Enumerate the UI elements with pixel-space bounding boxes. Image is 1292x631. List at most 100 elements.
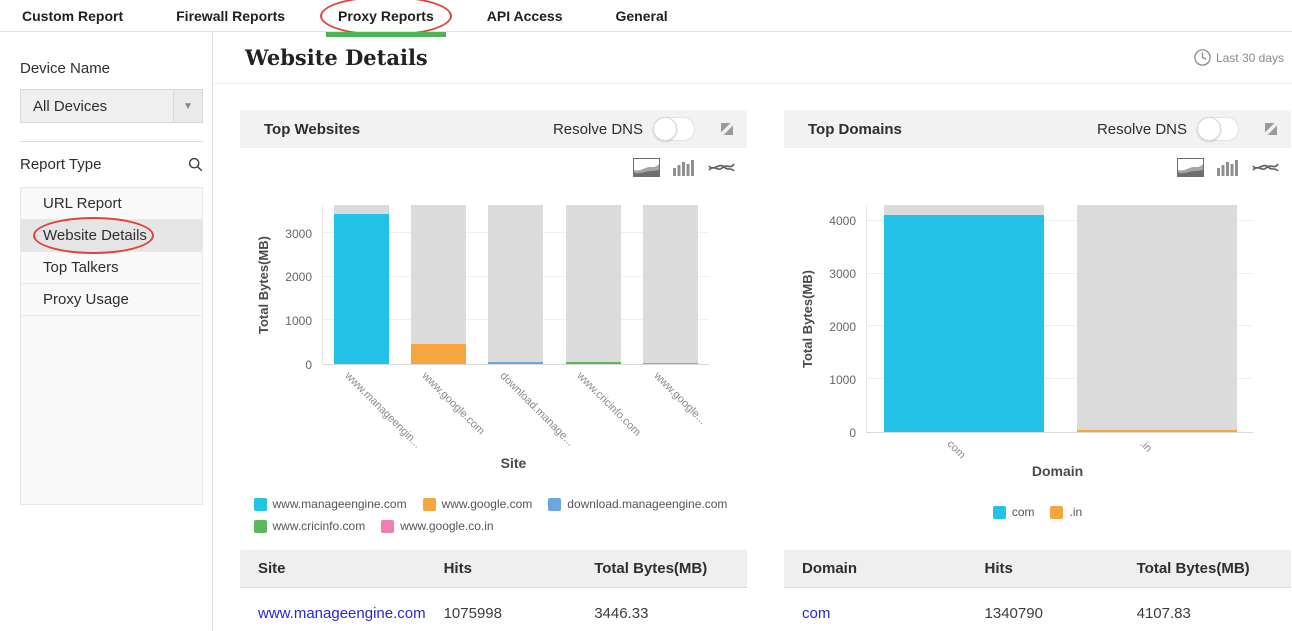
table-header-total-bytes: Total Bytes(MB): [576, 550, 747, 588]
page-title: Website Details: [245, 45, 428, 70]
site-link[interactable]: www.manageengine.com: [258, 605, 426, 622]
bar-background: [411, 205, 467, 364]
gridline: [867, 272, 1253, 274]
expand-icon[interactable]: [721, 123, 733, 135]
legend-swatch: [1050, 505, 1064, 519]
x-tick-label: www.google...: [651, 370, 709, 427]
table-header-domain: Domain: [784, 550, 967, 588]
report-type-label: Report Type: [20, 156, 102, 173]
y-tick-label: 3000: [285, 226, 312, 241]
bar-value: [488, 361, 544, 364]
legend-item[interactable]: www.google.co.in: [381, 519, 494, 533]
x-tick-label: download.manage...: [497, 370, 576, 449]
y-axis-title: Total Bytes(MB): [800, 270, 815, 368]
domain-link[interactable]: com: [802, 605, 831, 622]
bar-chart-icon[interactable]: [673, 158, 695, 205]
line-chart-icon[interactable]: [1252, 158, 1279, 205]
y-tick-label: 2000: [285, 270, 312, 285]
bar-www.manageengine.com[interactable]: [334, 205, 390, 364]
x-tick-label: com: [944, 438, 968, 462]
legend-label: com: [1011, 505, 1035, 519]
panel-top-websites: Top Websites Resolve DNS: [240, 110, 747, 631]
tab-custom-report[interactable]: Custom Report: [22, 7, 124, 24]
y-axis-title: Total Bytes(MB): [256, 236, 271, 334]
resolve-dns-label: Resolve DNS: [552, 120, 643, 138]
area-chart-icon[interactable]: [633, 158, 660, 205]
legend-item[interactable]: com: [992, 505, 1035, 519]
bar-chart-icon[interactable]: [1217, 158, 1239, 205]
tab-proxy-reports[interactable]: Proxy Reports: [320, 0, 452, 37]
search-icon[interactable]: [188, 157, 203, 172]
hits-value: 1075998: [443, 605, 502, 622]
sidebar-item-website-details[interactable]: Website Details: [21, 217, 202, 254]
toggle-knob: [653, 117, 677, 141]
bar-value: [642, 362, 698, 364]
time-range-label: Last 30 days: [1215, 50, 1284, 65]
y-tick-label: 0: [849, 426, 856, 440]
top-nav: Custom Report Firewall Reports Proxy Rep…: [0, 0, 1292, 37]
sidebar-item-url-report[interactable]: URL Report: [21, 188, 202, 220]
chart-legend: com .in: [784, 505, 1291, 519]
legend-item[interactable]: www.manageengine.com: [253, 497, 407, 511]
bar-value: [411, 344, 467, 364]
chevron-down-icon[interactable]: ▼: [173, 90, 202, 122]
resolve-dns-toggle[interactable]: [653, 117, 695, 141]
bar-value: [565, 362, 621, 364]
legend-label: .in: [1069, 505, 1083, 519]
clock-icon: [1194, 49, 1211, 66]
legend-item[interactable]: download.manageengine.com: [548, 497, 727, 511]
bar-background: [1076, 205, 1237, 432]
y-axis-ticks: 0 1000 2000 3000 4000: [820, 205, 866, 440]
bar-.in[interactable]: [1076, 205, 1237, 432]
table-header-hits: Hits: [966, 550, 1119, 588]
table-header-site: Site: [240, 550, 426, 588]
main-content: Website Details Last 30 days Top Website…: [213, 32, 1292, 631]
resolve-dns-toggle[interactable]: [1197, 117, 1239, 141]
bar-value: [883, 215, 1044, 432]
bar-www.google.com[interactable]: [411, 205, 467, 364]
bar-background: [642, 205, 698, 364]
y-axis-ticks: 0 1000 2000 3000: [276, 205, 322, 373]
expand-icon[interactable]: [1265, 123, 1277, 135]
tab-api-access[interactable]: API Access: [486, 7, 563, 24]
chart-legend: www.manageengine.com www.google.com downlo…: [253, 497, 734, 533]
area-chart-icon[interactable]: [1177, 158, 1204, 205]
report-type-list: URL Report Website Details Top Talkers P…: [20, 187, 203, 505]
bar-www.cricinfo.com[interactable]: [565, 205, 621, 364]
legend-swatch: [253, 519, 267, 533]
x-tick-label: www.manageengin...: [342, 370, 423, 451]
chart-top-websites: Total Bytes(MB) 0 1000 2000 3000 www.manage…: [240, 148, 747, 550]
bar-download.manageengine.com[interactable]: [488, 205, 544, 364]
gridline: [867, 325, 1253, 327]
line-chart-icon[interactable]: [708, 158, 735, 205]
device-select[interactable]: All Devices ▼: [20, 89, 203, 123]
bar-com[interactable]: [883, 205, 1044, 432]
legend-item[interactable]: www.cricinfo.com: [253, 519, 365, 533]
tab-firewall-reports[interactable]: Firewall Reports: [176, 7, 286, 24]
legend-label: www.manageengine.com: [272, 497, 407, 511]
legend-label: download.manageengine.com: [567, 497, 728, 511]
sidebar-item-proxy-usage[interactable]: Proxy Usage: [21, 284, 202, 316]
tab-general[interactable]: General: [615, 7, 668, 24]
panel-top-domains: Top Domains Resolve DNS: [784, 110, 1291, 631]
time-range-selector[interactable]: Last 30 days: [1194, 49, 1284, 66]
panel-title: Top Domains: [808, 120, 902, 138]
x-axis-labels: com .in: [866, 433, 1253, 463]
legend-item[interactable]: .in: [1050, 505, 1082, 519]
sidebar-item-top-talkers[interactable]: Top Talkers: [21, 252, 202, 284]
bar-background: [488, 205, 544, 364]
top-domains-table: Domain Hits Total Bytes(MB) com 1340790 …: [784, 550, 1291, 631]
total-bytes-value: 4107.83: [1136, 605, 1191, 622]
x-tick-label: .in: [1137, 438, 1155, 455]
bar-www.google.co.in[interactable]: [642, 205, 698, 364]
total-bytes-value: 3446.33: [594, 605, 649, 622]
table-row: com 1340790 4107.83: [784, 588, 1291, 631]
x-axis-title: Domain: [1031, 463, 1084, 479]
bar-value: [1076, 429, 1237, 432]
table-row: www.manageengine.com 1075998 3446.33: [240, 588, 747, 631]
bar-value: [334, 213, 390, 364]
legend-item[interactable]: www.google.com: [422, 497, 532, 511]
tab-proxy-reports-label: Proxy Reports: [338, 7, 434, 24]
x-axis-labels: www.manageengin... www.google.com download…: [322, 365, 709, 455]
y-tick-label: 2000: [829, 319, 856, 334]
